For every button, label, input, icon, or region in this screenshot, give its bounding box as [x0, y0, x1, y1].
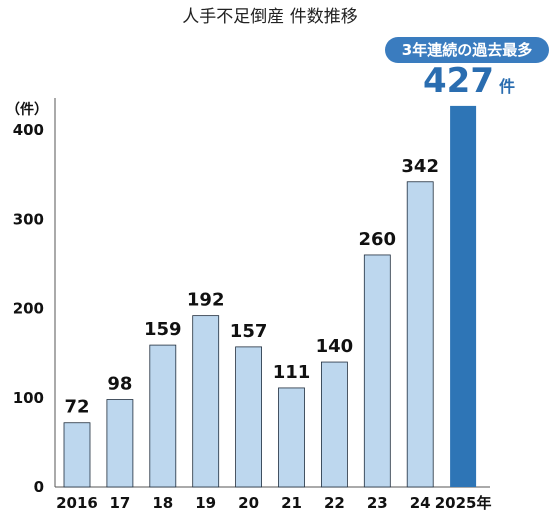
y-tick-label: 100 — [13, 389, 44, 407]
bars — [63, 105, 477, 488]
record-value-line: 427 — [423, 61, 494, 101]
x-tick-label: 19 — [195, 494, 216, 512]
y-axis-unit-label: （件） — [6, 101, 48, 118]
record-value: 427 — [423, 61, 494, 101]
y-tick-label: 400 — [13, 121, 44, 139]
bar-value-label: 111 — [273, 362, 311, 383]
x-tick-label: 17 — [109, 494, 130, 512]
x-tick-label: 18 — [152, 494, 173, 512]
bar-value-label: 140 — [316, 336, 354, 357]
bar — [63, 422, 91, 488]
x-tick-label: 24 — [410, 494, 431, 512]
y-tick-label: 200 — [13, 300, 44, 318]
bar — [192, 315, 220, 488]
x-tick-label: 2025年 — [435, 494, 492, 512]
bar — [320, 361, 348, 488]
bar — [149, 344, 177, 488]
bar-value-label: 192 — [187, 290, 225, 311]
bar-value-label: 72 — [64, 397, 89, 418]
bar-value-label: 260 — [359, 229, 397, 250]
bar-value-label: 342 — [401, 156, 439, 177]
bar — [106, 399, 134, 488]
bar — [363, 254, 391, 488]
x-tick-label: 2016 — [56, 494, 98, 512]
y-axis-ticks: 0 100 200 300 400 — [13, 121, 44, 496]
bar-value-label: 159 — [144, 319, 182, 340]
record-unit: 件 — [499, 77, 515, 96]
record-annotation: 3年連続の過去最多 427 件 — [385, 37, 549, 101]
bar-value-label: 98 — [107, 374, 132, 395]
x-tick-label: 22 — [324, 494, 345, 512]
x-tick-label: 23 — [367, 494, 388, 512]
record-badge-text: 3年連続の過去最多 — [402, 41, 532, 59]
x-tick-label: 21 — [281, 494, 302, 512]
bar — [278, 387, 305, 488]
bar — [235, 346, 263, 488]
bar-highlight — [450, 105, 477, 487]
bar-value-label: 157 — [230, 321, 268, 342]
y-tick-label: 300 — [13, 210, 44, 228]
x-tick-label: 20 — [238, 494, 259, 512]
x-axis-labels: 2016 17 18 19 20 21 22 23 24 2025年 — [56, 494, 491, 512]
chart-title: 人手不足倒産 件数推移 — [182, 7, 357, 27]
bar — [406, 181, 434, 488]
y-tick-label: 0 — [34, 478, 44, 496]
record-badge — [385, 37, 549, 63]
